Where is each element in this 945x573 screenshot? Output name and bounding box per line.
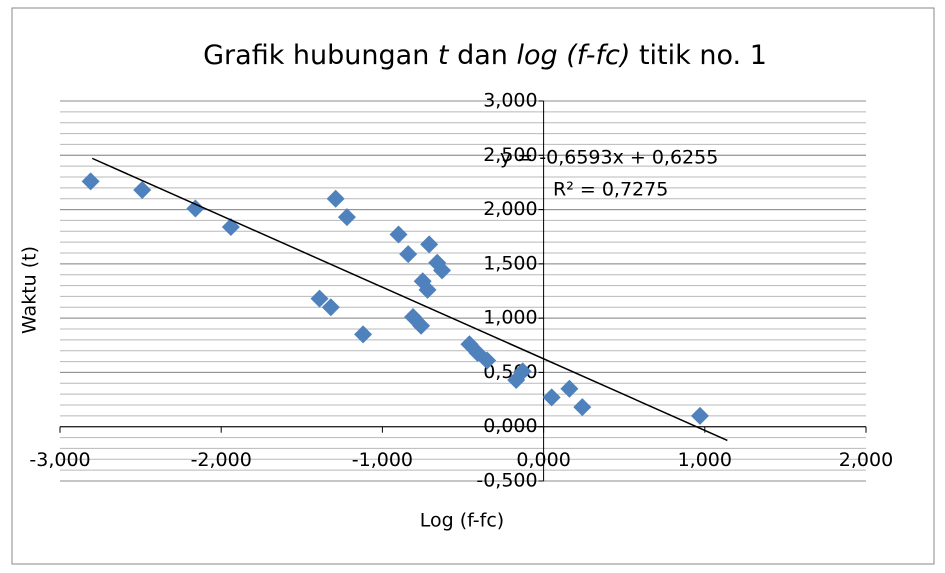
x-tick-label: -3,000: [29, 449, 90, 471]
data-point: [321, 298, 340, 317]
data-point: [418, 280, 437, 299]
data-point: [507, 371, 526, 390]
y-tick-label: 3,000: [483, 90, 537, 112]
data-point: [412, 316, 431, 335]
y-axis-label: Waktu (t): [19, 246, 41, 334]
title-part: Grafik hubungan: [203, 40, 438, 71]
chart-title: Grafik hubungan t dan log (f-fc) titik n…: [203, 40, 767, 71]
data-point: [186, 199, 205, 218]
y-tick-label: -0,500: [476, 470, 537, 492]
title-part: t: [438, 40, 450, 71]
x-tick-label: 2,000: [839, 449, 893, 471]
title-part: log (f-fc): [516, 40, 630, 71]
data-point: [133, 181, 152, 200]
x-tick-label: 1,000: [678, 449, 732, 471]
x-tick-label: -2,000: [191, 449, 252, 471]
y-tick-label: 2,500: [483, 144, 537, 166]
data-point: [542, 388, 561, 407]
data-point: [420, 235, 439, 254]
data-point: [337, 208, 356, 227]
data-point: [326, 189, 345, 208]
data-point: [433, 261, 452, 280]
data-point: [573, 398, 592, 417]
x-tick-label: 0,000: [516, 449, 570, 471]
x-tick-label: -1,000: [352, 449, 413, 471]
data-point: [389, 225, 408, 244]
trendline: [91, 157, 728, 442]
data-point: [399, 245, 418, 264]
title-part: titik no. 1: [630, 40, 766, 71]
title-part: dan: [448, 40, 516, 71]
data-point: [354, 325, 373, 344]
y-tick-label: 2,000: [483, 198, 537, 220]
y-tick-label: 1,500: [483, 252, 537, 274]
y-tick-label: 1,000: [483, 307, 537, 329]
data-point: [690, 406, 709, 425]
trendline-equation: y = -0,6593x + 0,6255: [500, 147, 718, 169]
data-point: [478, 351, 497, 370]
data-point: [560, 379, 579, 398]
data-point: [81, 172, 100, 191]
data-point: [310, 289, 329, 308]
x-axis-label: Log (f-fc): [420, 510, 504, 532]
trendline-r2: R² = 0,7275: [553, 179, 668, 201]
